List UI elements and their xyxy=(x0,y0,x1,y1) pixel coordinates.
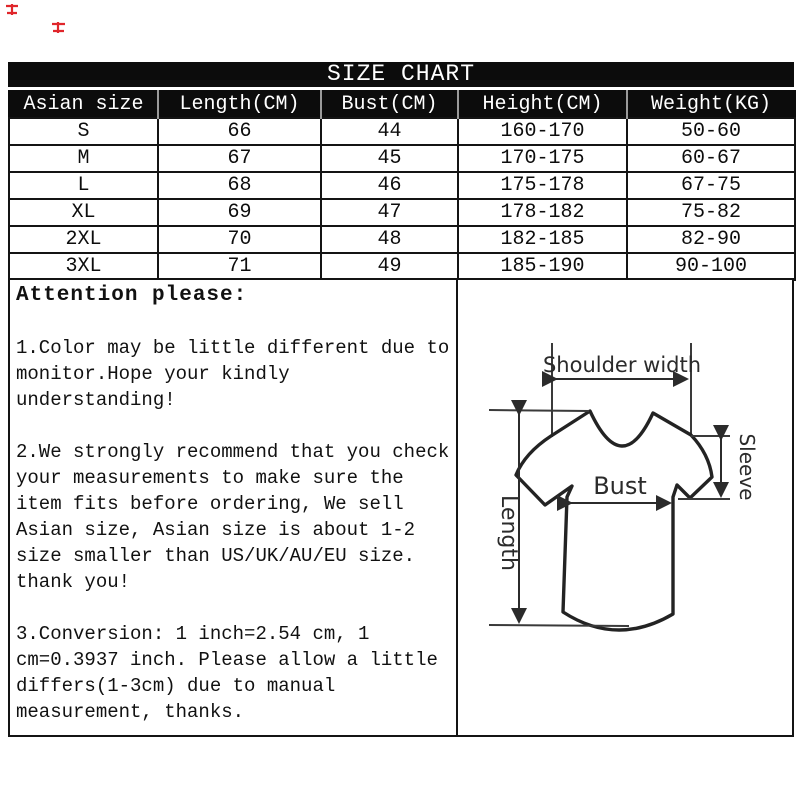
red-watermark-marks xyxy=(6,4,65,33)
table-row: 2XL 70 48 182-185 82-90 xyxy=(8,225,796,254)
table-cell: 45 xyxy=(320,144,459,173)
table-cell: 82-90 xyxy=(626,225,796,254)
column-header: Weight(KG) xyxy=(626,91,795,118)
table-header: Asian size Length(CM) Bust(CM) Height(CM) We… xyxy=(9,91,795,118)
table-cell: 185-190 xyxy=(457,252,628,281)
bust-label: Bust xyxy=(593,472,647,500)
watermark-mark-icon xyxy=(52,22,65,33)
attention-notes-list: 1.Color may be little different due to m… xyxy=(16,335,451,725)
table-cell: 182-185 xyxy=(457,225,628,254)
column-header: Length(CM) xyxy=(157,91,321,118)
table-cell: 50-60 xyxy=(626,117,796,146)
table-cell: 3XL xyxy=(8,252,159,281)
table-cell: 48 xyxy=(320,225,459,254)
table-cell: 44 xyxy=(320,117,459,146)
table-row: M 67 45 170-175 60-67 xyxy=(8,144,796,173)
table-cell: 2XL xyxy=(8,225,159,254)
size-chart-table: Asian size Length(CM) Bust(CM) Height(CM) We… xyxy=(8,90,796,281)
table-body: S 66 44 160-170 50-60 M 67 45 170-175 60-67 L 68 46 1… xyxy=(8,117,796,281)
lower-panels: Attention please: 1.Color may be little … xyxy=(8,278,794,737)
size-chart-title: SIZE CHART xyxy=(8,62,794,87)
shoulder-width-label: Shoulder width xyxy=(543,353,701,377)
table-cell: 170-175 xyxy=(457,144,628,173)
table-cell: 69 xyxy=(157,198,322,227)
table-cell: 90-100 xyxy=(626,252,796,281)
table-row: XL 69 47 178-182 75-82 xyxy=(8,198,796,227)
table-cell: 68 xyxy=(157,171,322,200)
table-row: S 66 44 160-170 50-60 xyxy=(8,117,796,146)
table-cell: 66 xyxy=(157,117,322,146)
table-cell: 67-75 xyxy=(626,171,796,200)
length-label: Length xyxy=(496,495,521,571)
table-cell: S xyxy=(8,117,159,146)
table-cell: 175-178 xyxy=(457,171,628,200)
table-cell: XL xyxy=(8,198,159,227)
table-cell: 67 xyxy=(157,144,322,173)
table-cell: L xyxy=(8,171,159,200)
sleeve-label: Sleeve xyxy=(735,433,759,500)
column-header: Asian size xyxy=(23,93,144,116)
table-cell: 71 xyxy=(157,252,322,281)
attention-note: 1.Color may be little different due to m… xyxy=(16,337,450,411)
table-row: L 68 46 175-178 67-75 xyxy=(8,171,796,200)
attention-heading: Attention please: xyxy=(16,284,248,307)
table-cell: 60-67 xyxy=(626,144,796,173)
table-cell: 49 xyxy=(320,252,459,281)
table-cell: 46 xyxy=(320,171,459,200)
column-header: Bust(CM) xyxy=(320,91,458,118)
length-ref-top xyxy=(488,409,590,412)
attention-note: 3.Conversion: 1 inch=2.54 cm, 1 cm=0.393… xyxy=(16,623,438,723)
attention-note: 2.We strongly recommend that you check y… xyxy=(16,441,450,593)
attention-panel: Attention please: 1.Color may be little … xyxy=(8,278,458,737)
table-cell: 178-182 xyxy=(457,198,628,227)
table-cell: M xyxy=(8,144,159,173)
tshirt-measurement-diagram: Shoulder width Bust Sleeve Length xyxy=(488,343,759,632)
column-header: Height(CM) xyxy=(457,91,627,118)
table-cell: 70 xyxy=(157,225,322,254)
size-chart-section: SIZE CHART Asian size Length(CM) Bust(CM) H… xyxy=(8,62,796,281)
tshirt-outline xyxy=(514,409,714,632)
table-cell: 160-170 xyxy=(457,117,628,146)
length-ref-bottom xyxy=(488,624,630,627)
table-header-row: Asian size Length(CM) Bust(CM) Height(CM) We… xyxy=(9,91,795,118)
table-cell: 47 xyxy=(320,198,459,227)
table-row: 3XL 71 49 185-190 90-100 xyxy=(8,252,796,281)
watermark-mark-icon xyxy=(6,4,18,15)
tshirt-diagram-panel: Shoulder width Bust Sleeve Length xyxy=(458,278,794,737)
table-cell: 75-82 xyxy=(626,198,796,227)
